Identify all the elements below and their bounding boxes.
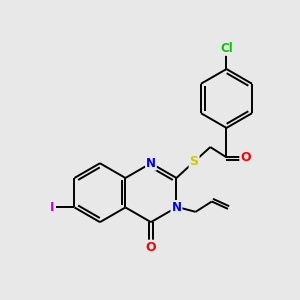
Text: N: N bbox=[171, 201, 182, 214]
Text: S: S bbox=[190, 155, 199, 168]
Text: O: O bbox=[146, 241, 156, 254]
Text: Cl: Cl bbox=[220, 42, 233, 55]
Text: I: I bbox=[50, 201, 55, 214]
Text: O: O bbox=[240, 151, 251, 164]
Text: N: N bbox=[146, 157, 156, 170]
